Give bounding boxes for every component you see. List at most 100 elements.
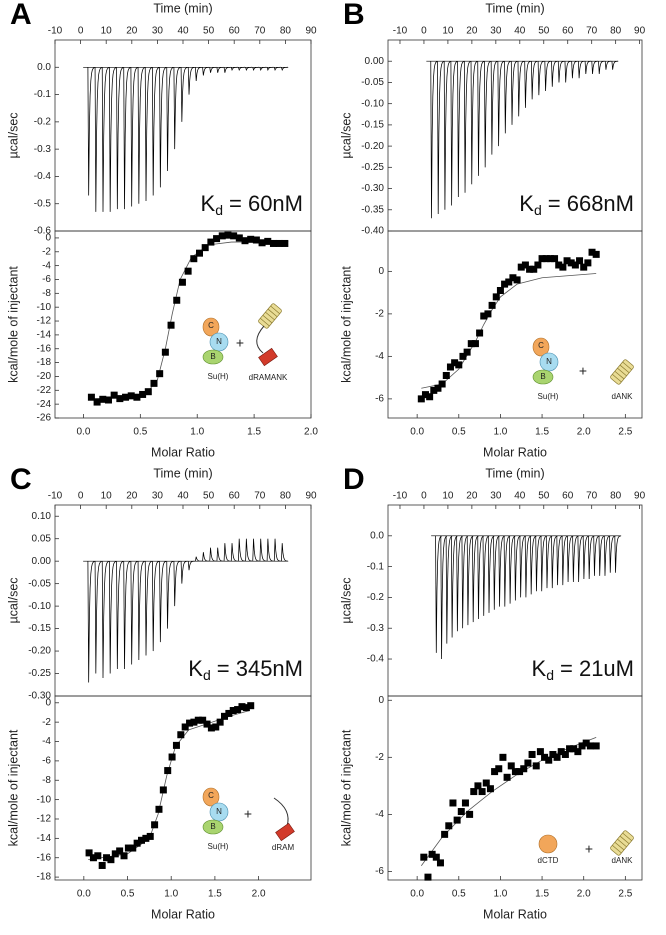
data-point bbox=[201, 244, 209, 252]
y-tick-label: -20 bbox=[37, 371, 52, 382]
data-point bbox=[455, 361, 463, 369]
x-tick-label: 10 bbox=[101, 26, 113, 37]
injection-peak bbox=[187, 560, 195, 571]
x-tick-label: 60 bbox=[229, 26, 241, 37]
data-point bbox=[93, 398, 101, 406]
kd-subscript: d bbox=[546, 667, 554, 683]
data-point bbox=[524, 759, 532, 767]
data-point bbox=[234, 706, 242, 714]
injection-peak bbox=[517, 60, 525, 117]
ligand-label: dANK bbox=[612, 392, 634, 401]
ram-block bbox=[258, 347, 278, 367]
y-tick-label: -6 bbox=[42, 756, 51, 767]
domain-c bbox=[202, 317, 220, 337]
y-tick-label: -0.3 bbox=[34, 144, 52, 155]
y-tick-label: -16 bbox=[37, 343, 52, 354]
injection-peak bbox=[202, 66, 210, 76]
x-axis-title: Time (min) bbox=[153, 466, 212, 480]
data-point bbox=[445, 822, 453, 830]
data-point bbox=[142, 834, 150, 842]
data-point bbox=[224, 231, 232, 239]
x-tick-label: 1.5 bbox=[535, 889, 549, 900]
y-tick-label: 0 bbox=[378, 695, 384, 706]
data-point bbox=[488, 301, 496, 309]
data-point bbox=[155, 805, 163, 813]
injection-peak bbox=[598, 60, 605, 74]
data-point bbox=[466, 810, 474, 818]
data-point bbox=[186, 719, 194, 727]
x-tick-label: 0.0 bbox=[410, 427, 424, 438]
data-point bbox=[167, 321, 175, 329]
data-point bbox=[507, 762, 515, 770]
x-tick-label: 2.0 bbox=[252, 889, 266, 900]
x-tick-label: 10 bbox=[101, 491, 113, 502]
data-point bbox=[532, 762, 540, 770]
data-point bbox=[127, 392, 135, 400]
ank-stripe bbox=[622, 832, 632, 841]
data-point bbox=[486, 785, 494, 793]
ligand-label: dANK bbox=[612, 856, 634, 865]
data-point bbox=[252, 236, 260, 244]
injection-peak bbox=[245, 538, 253, 562]
data-point bbox=[559, 263, 567, 271]
data-point bbox=[85, 849, 93, 857]
injection-peak bbox=[245, 66, 253, 72]
data-point bbox=[432, 853, 440, 861]
data-point bbox=[424, 873, 432, 881]
x-tick-label: 30 bbox=[152, 491, 164, 502]
x-tick-label: 0.0 bbox=[76, 427, 90, 438]
data-point bbox=[474, 782, 482, 790]
injection-peak bbox=[137, 67, 145, 204]
injection-peak bbox=[591, 60, 598, 74]
y-tick-label: 0.10 bbox=[32, 511, 52, 522]
data-point bbox=[516, 768, 524, 776]
data-point bbox=[229, 707, 237, 715]
y-tick-label: -6 bbox=[375, 394, 384, 405]
y-tick-label: -14 bbox=[37, 330, 52, 341]
y-tick-label: -12 bbox=[37, 316, 52, 327]
kd-symbol: K bbox=[201, 191, 216, 216]
x-tick-label: 50 bbox=[203, 491, 215, 502]
x-tick-label: 50 bbox=[538, 491, 550, 502]
y-tick-label: -0.20 bbox=[28, 646, 51, 657]
data-point bbox=[491, 768, 499, 776]
y-tick-label: -12 bbox=[37, 814, 52, 825]
data-point bbox=[428, 850, 436, 858]
ank-stripe bbox=[262, 314, 273, 324]
injection-peak bbox=[457, 61, 464, 198]
y-tick-label: -0.05 bbox=[361, 77, 384, 88]
x-tick-label: 90 bbox=[634, 26, 646, 37]
y-tick-label: -26 bbox=[37, 413, 52, 424]
data-point bbox=[133, 393, 141, 401]
ank-stripe bbox=[619, 364, 630, 374]
x-tick-label: 0.5 bbox=[452, 427, 466, 438]
data-point bbox=[463, 348, 471, 356]
y-tick-label: -0.5 bbox=[34, 198, 52, 209]
data-point bbox=[530, 265, 538, 273]
x-tick-label: -10 bbox=[48, 491, 63, 502]
domain-n bbox=[209, 332, 229, 352]
data-point bbox=[545, 756, 553, 764]
data-point bbox=[467, 340, 475, 348]
y-tick-label: -6 bbox=[375, 866, 384, 877]
ank-stripe bbox=[614, 841, 625, 851]
injection-peak bbox=[94, 67, 102, 212]
injection-peak bbox=[180, 560, 188, 584]
data-point bbox=[592, 742, 600, 750]
injection-peak bbox=[614, 535, 621, 573]
data-point bbox=[207, 724, 215, 732]
x-tick-label: 90 bbox=[634, 491, 646, 502]
x-tick-label: 1.0 bbox=[493, 889, 507, 900]
kd-value: = 345nM bbox=[217, 656, 303, 681]
y-axis-title: µcal/sec bbox=[6, 112, 20, 158]
injection-peak bbox=[116, 67, 124, 210]
data-point bbox=[592, 250, 600, 258]
data-point bbox=[275, 239, 283, 247]
x-axis-title: Time (min) bbox=[485, 466, 544, 480]
data-point bbox=[164, 767, 172, 775]
data-point bbox=[484, 310, 492, 318]
injection-peak bbox=[144, 561, 152, 656]
x-tick-label: 1.5 bbox=[247, 427, 261, 438]
injection-peak bbox=[252, 66, 260, 72]
y-axis-title: kcal/mole of injectant bbox=[6, 266, 20, 383]
